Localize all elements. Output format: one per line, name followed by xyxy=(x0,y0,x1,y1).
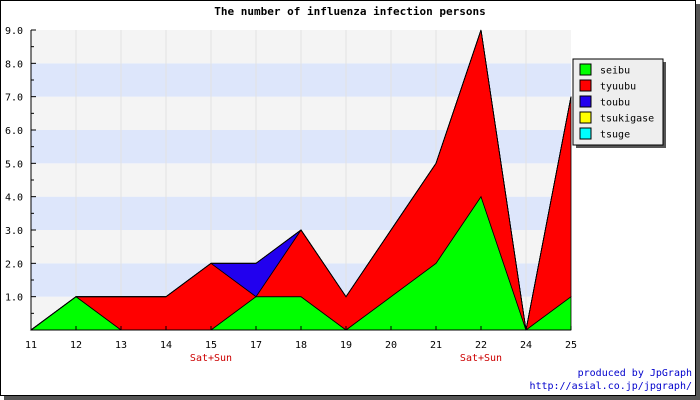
legend-swatch-tsukigase xyxy=(579,111,592,124)
legend-swatch-tyuubu xyxy=(579,79,592,92)
chart-title: The number of influenza infection person… xyxy=(214,5,486,18)
legend-label-seibu: seibu xyxy=(600,66,630,77)
credit-produced-by: produced by JpGraph xyxy=(577,368,692,379)
y-tick-label: 2.0 xyxy=(5,259,23,270)
credit-url[interactable]: http://asial.co.jp/jpgraph/ xyxy=(529,381,692,392)
x-tick-label: 11 xyxy=(25,340,37,351)
y-tick-label: 4.0 xyxy=(5,193,23,204)
legend-swatch-seibu xyxy=(579,63,592,76)
x-tick-label: 14 xyxy=(160,340,172,351)
series-area-tsuge xyxy=(30,29,572,331)
weekend-annotation: Sat+Sun xyxy=(460,353,502,364)
y-tick-label: 5.0 xyxy=(5,159,23,170)
x-tick-label: 24 xyxy=(520,340,532,351)
legend-label-tsukigase: tsukigase xyxy=(600,114,654,125)
series-areas xyxy=(29,29,572,331)
legend: seibu tyuubu toubu tsukigase tsuge xyxy=(572,58,666,148)
x-tick-label: 18 xyxy=(295,340,307,351)
x-tick-label: 12 xyxy=(70,340,82,351)
x-tick-label: 25 xyxy=(565,340,577,351)
x-tick-label: 13 xyxy=(115,340,127,351)
weekend-annotation: Sat+Sun xyxy=(190,353,232,364)
y-tick-label: 9.0 xyxy=(5,26,23,37)
x-tick-label: 19 xyxy=(340,340,352,351)
x-tick-labels: 11 12 13 14 15 17 18 19 20 21 22 24 25 xyxy=(25,340,577,351)
legend-label-tyuubu: tyuubu xyxy=(600,82,636,93)
y-tick-labels: 1.0 2.0 3.0 4.0 5.0 6.0 7.0 8.0 9.0 xyxy=(5,26,23,304)
x-tick-label: 21 xyxy=(430,340,442,351)
legend-label-toubu: toubu xyxy=(600,98,630,109)
legend-swatch-toubu xyxy=(579,95,592,108)
y-tick-label: 8.0 xyxy=(5,59,23,70)
y-tick-label: 6.0 xyxy=(5,126,23,137)
x-tick-label: 15 xyxy=(205,340,217,351)
x-tick-label: 20 xyxy=(385,340,397,351)
y-tick-label: 1.0 xyxy=(5,293,23,304)
x-annotations: Sat+Sun Sat+Sun xyxy=(190,353,502,364)
legend-label-tsuge: tsuge xyxy=(600,130,630,141)
y-tick-label: 7.0 xyxy=(5,93,23,104)
y-tick-label: 3.0 xyxy=(5,226,23,237)
legend-swatch-tsuge xyxy=(579,127,592,140)
x-tick-label: 17 xyxy=(250,340,262,351)
x-tick-label: 22 xyxy=(475,340,487,351)
axes xyxy=(30,29,572,331)
